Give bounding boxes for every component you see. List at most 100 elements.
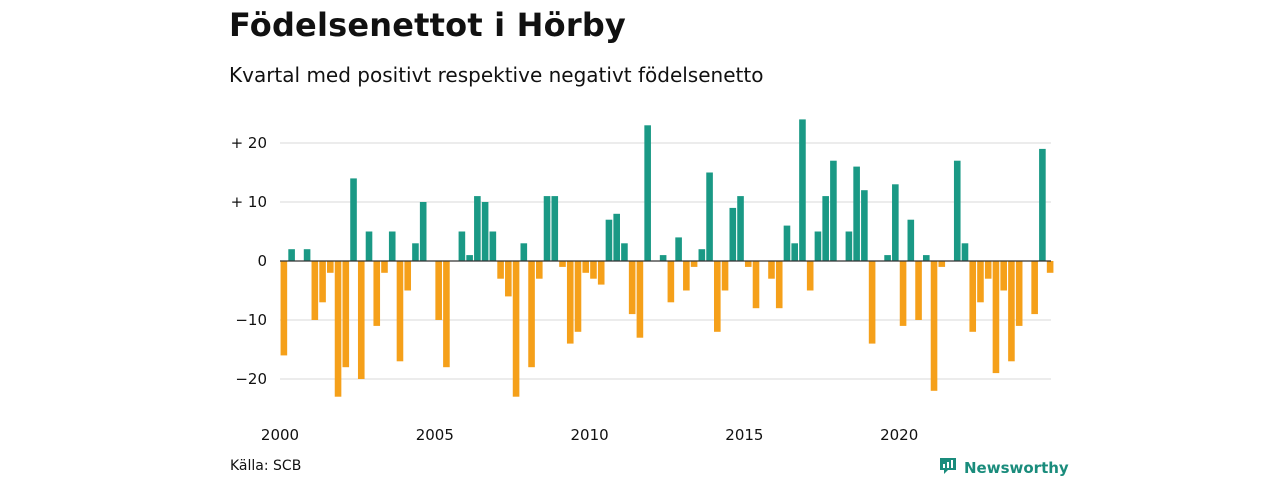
- bar-negative: [505, 261, 512, 297]
- bar-negative: [327, 261, 334, 273]
- y-tick-label: + 10: [231, 193, 267, 211]
- bar-negative: [721, 261, 729, 291]
- bar-positive: [605, 219, 613, 261]
- bar-negative: [915, 261, 922, 320]
- bar-negative: [590, 261, 597, 279]
- bar-positive: [481, 202, 489, 261]
- bar-negative: [1008, 261, 1015, 362]
- bar-negative: [342, 261, 350, 368]
- bar-negative: [574, 261, 582, 332]
- bar-negative: [636, 261, 644, 338]
- newsworthy-logo-icon: [938, 456, 958, 480]
- bar-positive: [907, 219, 915, 261]
- x-tick-label: 2015: [725, 426, 763, 444]
- bar-positive: [799, 119, 806, 262]
- bar-negative: [528, 261, 535, 368]
- bar-negative: [806, 261, 814, 291]
- bar-negative: [435, 261, 442, 320]
- bar-negative: [667, 261, 675, 303]
- bar-negative: [280, 261, 288, 356]
- bar-positive: [388, 231, 396, 261]
- bar-negative: [768, 261, 775, 279]
- bar-positive: [466, 255, 473, 261]
- bar-positive: [1039, 148, 1046, 261]
- bar-positive: [737, 196, 744, 261]
- bar-negative: [1046, 261, 1054, 273]
- bar-positive: [853, 166, 860, 261]
- bar-positive: [489, 231, 497, 261]
- x-tick-label: 2020: [880, 426, 918, 444]
- bar-positive: [613, 213, 620, 261]
- bar-positive: [884, 255, 891, 261]
- bar-negative: [404, 261, 412, 291]
- bar-negative: [899, 261, 907, 326]
- bar-positive: [675, 237, 682, 261]
- bar-negative: [334, 261, 342, 397]
- gridlines: [280, 142, 1051, 380]
- bar-negative: [714, 261, 721, 332]
- bar-negative: [535, 261, 543, 279]
- axes: + 20 + 10 0 −10 −20 2000 2005 2010 2015 2020: [231, 134, 1051, 444]
- bar-positive: [350, 178, 357, 261]
- bars: [280, 119, 1054, 397]
- y-tick-label: + 20: [231, 134, 267, 152]
- bar-negative: [930, 261, 938, 391]
- bar-positive: [953, 160, 961, 261]
- brand-name: Newsworthy: [964, 459, 1069, 477]
- bar-negative: [373, 261, 381, 326]
- bar-positive: [303, 249, 311, 261]
- bar-negative: [311, 261, 319, 320]
- bar-positive: [520, 243, 528, 261]
- bar-positive: [644, 125, 651, 261]
- bar-negative: [1015, 261, 1023, 326]
- bar-negative: [938, 261, 946, 267]
- bar-negative: [868, 261, 876, 344]
- bar-negative: [559, 261, 566, 267]
- bar-positive: [845, 231, 853, 261]
- bar-negative: [381, 261, 388, 273]
- bar-positive: [621, 243, 628, 261]
- chart-subtitle: Kvartal med positivt respektive negativt…: [229, 63, 764, 87]
- bar-negative: [977, 261, 984, 303]
- bar-negative: [597, 261, 605, 285]
- bar-negative: [1031, 261, 1038, 315]
- bar-positive: [706, 172, 713, 261]
- bar-negative: [752, 261, 760, 309]
- bar-negative: [690, 261, 698, 267]
- source-note: Källa: SCB: [230, 458, 302, 474]
- bar-negative: [775, 261, 783, 309]
- bar-positive: [814, 231, 822, 261]
- bar-positive: [288, 249, 295, 261]
- bar-negative: [497, 261, 504, 279]
- bar-positive: [922, 255, 930, 261]
- bar-positive: [551, 196, 559, 261]
- bar-negative: [512, 261, 520, 397]
- brand-logo[interactable]: Newsworthy: [938, 456, 1069, 480]
- bar-positive: [474, 196, 481, 261]
- bar-positive: [892, 184, 899, 261]
- bar-negative: [319, 261, 326, 303]
- bar-positive: [412, 243, 419, 261]
- bar-positive: [729, 207, 737, 261]
- bar-positive: [830, 160, 837, 261]
- y-tick-label: −10: [235, 311, 267, 329]
- bar-positive: [659, 255, 667, 261]
- y-tick-label: 0: [257, 252, 267, 270]
- x-tick-label: 2010: [571, 426, 609, 444]
- chart-title: Födelsenettot i Hörby: [229, 6, 626, 44]
- bar-positive: [419, 202, 427, 261]
- bar-negative: [582, 261, 590, 273]
- bar-negative: [984, 261, 992, 279]
- bar-positive: [961, 243, 969, 261]
- bar-negative: [628, 261, 636, 315]
- bar-positive: [365, 231, 373, 261]
- bar-negative: [969, 261, 977, 332]
- bar-negative: [396, 261, 404, 362]
- bar-positive: [783, 225, 791, 261]
- bar-negative: [992, 261, 1000, 374]
- bar-negative: [566, 261, 574, 344]
- bar-negative: [443, 261, 450, 368]
- bar-positive: [543, 196, 551, 261]
- bar-positive: [822, 196, 829, 261]
